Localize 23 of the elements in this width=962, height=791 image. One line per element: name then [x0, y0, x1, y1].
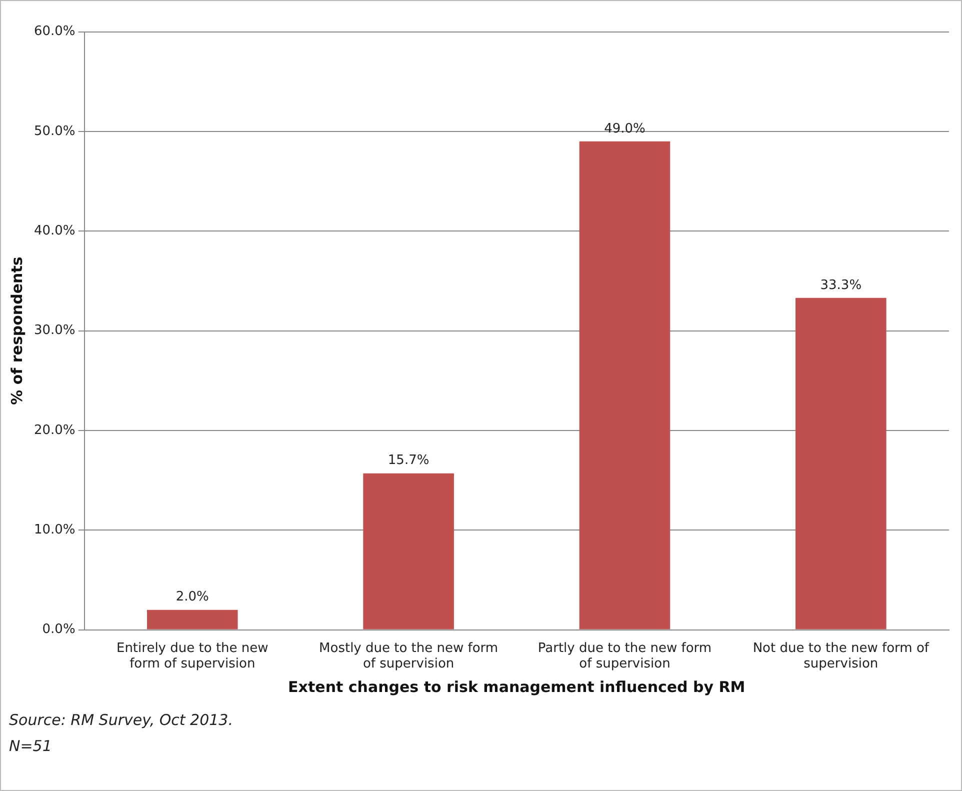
data-label: 33.3%	[820, 278, 862, 293]
y-tick-label: 40.0%	[34, 224, 76, 239]
y-tick-label: 0.0%	[42, 622, 76, 638]
data-label: 2.0%	[176, 590, 209, 605]
y-tick-label: 60.0%	[34, 24, 76, 40]
x-tick-label: Entirely due to the new form of supervision	[116, 640, 269, 672]
x-tick-label: Mostly due to the new form of supervision	[319, 640, 498, 672]
y-tick-label: 30.0%	[34, 323, 76, 338]
bar	[363, 473, 454, 630]
y-tick-label: 10.0%	[34, 522, 76, 538]
bar	[796, 298, 886, 630]
y-tick-label: 50.0%	[34, 124, 76, 139]
bar	[579, 141, 670, 630]
data-label: 49.0%	[604, 121, 646, 136]
y-tick-label: 20.0%	[34, 422, 76, 438]
y-axis-title: % of respondents	[8, 256, 26, 405]
x-tick-label: Partly due to the new form of supervision	[538, 640, 712, 672]
x-axis-title: Extent changes to risk management influenced by RM	[288, 678, 746, 696]
x-tick-label: Not due to the new form of supervision	[752, 640, 930, 672]
data-label: 15.7%	[388, 453, 430, 468]
text: N=51	[9, 736, 53, 757]
bar	[146, 610, 238, 630]
source-note: Source: RM Survey, Oct 2013.	[9, 710, 233, 731]
